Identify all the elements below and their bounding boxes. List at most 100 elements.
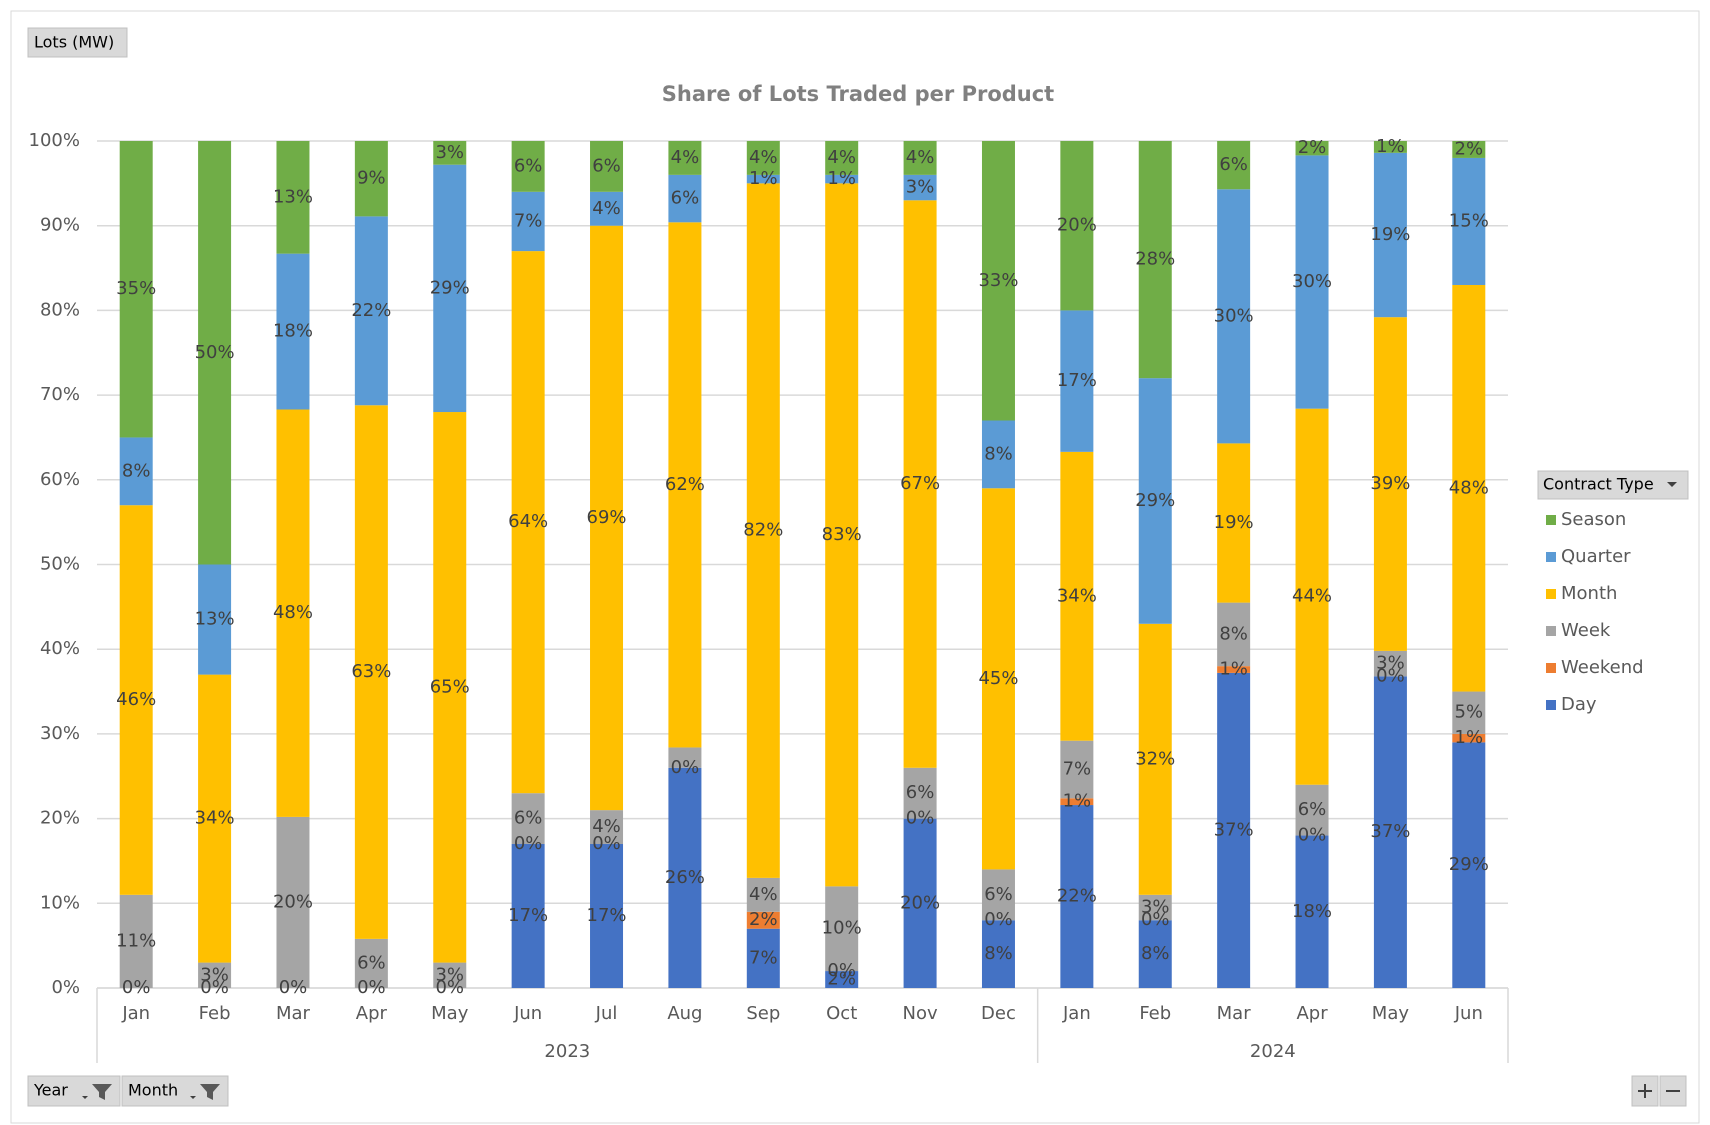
data-label: 8% <box>1219 623 1248 644</box>
legend-swatch <box>1546 515 1556 525</box>
data-label: 13% <box>273 186 313 207</box>
bar-segment <box>276 816 310 988</box>
legend-swatch <box>1546 663 1556 673</box>
bar-segment <box>903 141 937 175</box>
legend-button[interactable] <box>1537 470 1689 500</box>
data-label: 22% <box>1057 886 1097 907</box>
legend-swatch <box>1546 626 1556 636</box>
data-label: 3% <box>906 177 935 198</box>
y-tick-label: 80% <box>40 299 80 320</box>
data-label: 0% <box>827 960 856 981</box>
data-label: 69% <box>587 507 627 528</box>
x-tick-label: Apr <box>356 1003 388 1024</box>
data-label: 2% <box>749 909 778 930</box>
y-tick-label: 20% <box>40 808 80 829</box>
field-button[interactable] <box>27 27 128 58</box>
y-tick-label: 0% <box>51 977 80 998</box>
data-label: 26% <box>665 867 705 888</box>
data-label: 8% <box>1141 943 1170 964</box>
bar-segment <box>1452 284 1486 692</box>
x-tick-label: Jun <box>513 1003 542 1024</box>
x-group-label: 2024 <box>1250 1041 1296 1062</box>
data-label: 3% <box>1376 653 1405 674</box>
x-tick-label: Aug <box>667 1003 702 1024</box>
bar-segment <box>1138 378 1172 624</box>
data-label: 44% <box>1292 586 1332 607</box>
bar-segment <box>1217 443 1251 603</box>
bar-segment <box>1373 141 1407 153</box>
bar-segment <box>825 174 859 184</box>
data-label: 19% <box>1370 224 1410 245</box>
y-tick-label: 100% <box>29 130 80 151</box>
data-label: 1% <box>1455 727 1484 748</box>
bar-segment <box>1138 623 1172 895</box>
bar-segment <box>590 225 624 811</box>
bar-segment <box>511 191 545 252</box>
data-label: 1% <box>1063 791 1092 812</box>
data-label: 20% <box>273 891 313 912</box>
data-label: 17% <box>508 905 548 926</box>
data-label: 29% <box>430 277 470 298</box>
data-label: 64% <box>508 511 548 532</box>
data-label: 0% <box>1298 825 1327 846</box>
data-label: 0% <box>906 808 935 829</box>
bar-segment <box>981 141 1015 421</box>
bar-segment <box>511 251 545 794</box>
data-label: 0% <box>357 977 386 998</box>
legend-label: Week <box>1561 620 1611 641</box>
bar-segment <box>981 920 1015 988</box>
bar-segment <box>1295 141 1329 156</box>
bar-segment <box>981 420 1015 489</box>
data-label: 1% <box>749 168 778 189</box>
data-label: 3% <box>435 964 464 985</box>
data-label: 7% <box>514 210 543 231</box>
x-tick-label: Mar <box>1217 1003 1252 1024</box>
bar-segment <box>433 962 467 988</box>
x-tick-label: Dec <box>981 1003 1016 1024</box>
bar-segment <box>1060 451 1094 741</box>
bar-segment <box>668 747 702 768</box>
bar-segment <box>668 767 702 988</box>
data-label: 1% <box>1376 136 1405 157</box>
bar-segment <box>1295 408 1329 785</box>
bar-segment <box>1138 920 1172 988</box>
data-label: 6% <box>357 952 386 973</box>
data-label: 82% <box>743 520 783 541</box>
filter-icon <box>92 1084 112 1100</box>
bar-segment <box>1060 740 1094 799</box>
bar-segment <box>1373 676 1407 988</box>
bar-segment <box>981 869 1015 921</box>
bar-segment <box>1452 733 1486 743</box>
bar-segment <box>276 141 310 254</box>
bar-segment <box>119 894 153 988</box>
data-label: 5% <box>1455 702 1484 723</box>
data-label: 50% <box>195 342 235 363</box>
data-label: 4% <box>827 147 856 168</box>
data-label: 6% <box>1298 799 1327 820</box>
filter-label: Month <box>128 1081 178 1100</box>
y-tick-label: 90% <box>40 215 80 236</box>
bar-segment <box>433 164 467 413</box>
bar-segment <box>1060 310 1094 452</box>
bar-segment <box>1060 805 1094 988</box>
data-label: 6% <box>592 155 621 176</box>
data-label: 46% <box>116 689 156 710</box>
bar-segment <box>590 810 624 845</box>
bar-segment <box>746 141 780 175</box>
y-tick-label: 70% <box>40 384 80 405</box>
bar-segment <box>1452 691 1486 734</box>
bar-segment <box>825 886 859 972</box>
data-label: 7% <box>749 947 778 968</box>
data-label: 13% <box>195 609 235 630</box>
data-label: 20% <box>1057 215 1097 236</box>
data-label: 63% <box>351 661 391 682</box>
data-label: 8% <box>984 943 1013 964</box>
bar-segment <box>903 174 937 201</box>
data-label: 2% <box>827 969 856 990</box>
data-label: 2% <box>1455 138 1484 159</box>
data-label: 4% <box>749 884 778 905</box>
data-label: 29% <box>1449 854 1489 875</box>
data-label: 0% <box>279 977 308 998</box>
data-label: 2% <box>1298 137 1327 158</box>
data-label: 17% <box>587 905 627 926</box>
